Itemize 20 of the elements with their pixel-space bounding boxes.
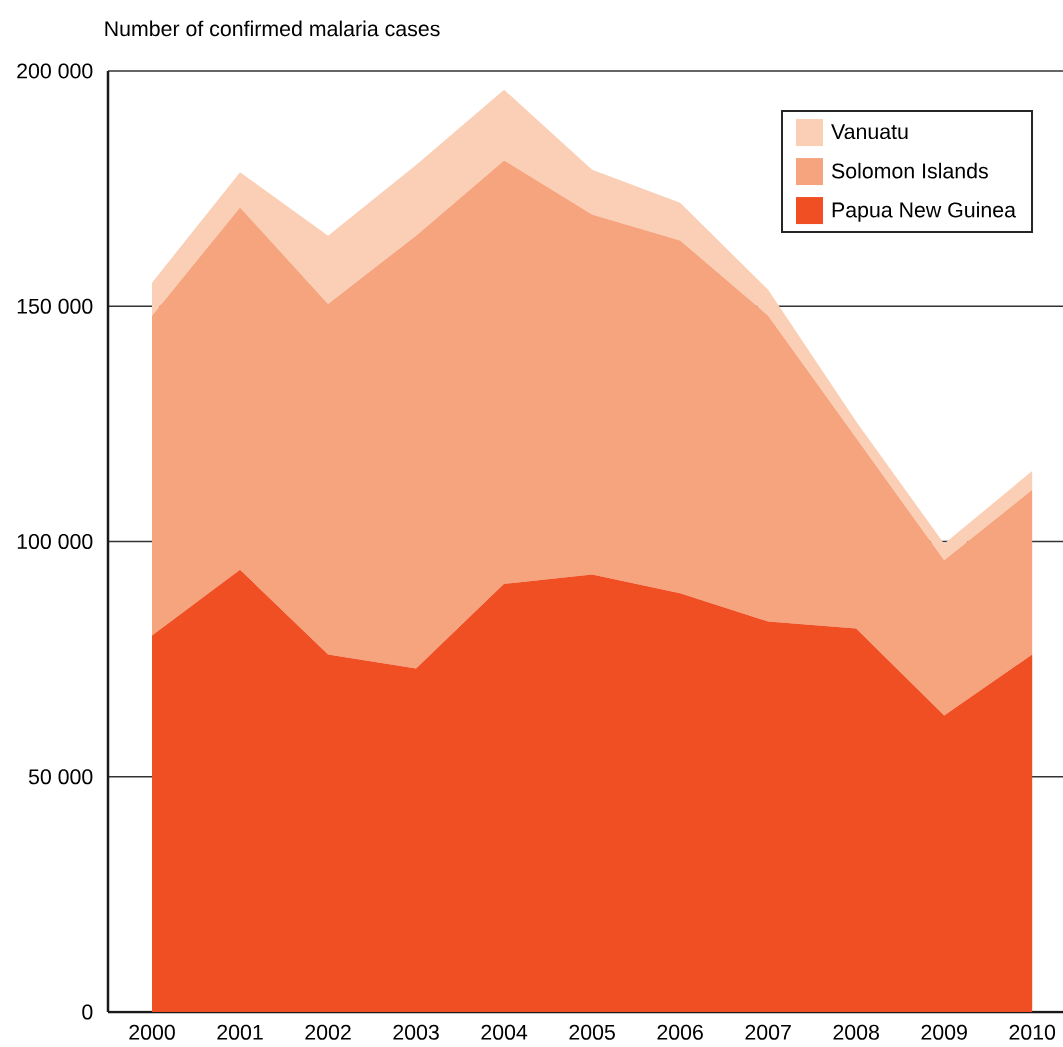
y-tick-label: 200 000 bbox=[17, 63, 93, 79]
legend-label: Solomon Islands bbox=[831, 162, 988, 179]
x-tick-label: 2008 bbox=[833, 1024, 879, 1040]
x-tick-label: 2003 bbox=[393, 1024, 439, 1040]
x-tick-label: 2000 bbox=[129, 1024, 175, 1040]
legend-label: Papua New Guinea bbox=[832, 201, 1016, 222]
x-tick-label: 2007 bbox=[745, 1024, 791, 1040]
y-tick-label: 0 bbox=[82, 1004, 93, 1020]
y-tick-label: 100 000 bbox=[17, 533, 93, 550]
legend-label: Vanuatu bbox=[831, 124, 908, 140]
x-tick-label: 2004 bbox=[481, 1024, 528, 1040]
y-tick-label: 50 000 bbox=[28, 769, 93, 785]
x-tick-label: 2002 bbox=[305, 1024, 351, 1040]
x-tick-label: 2009 bbox=[921, 1024, 967, 1040]
y-tick-label: 150 000 bbox=[17, 298, 93, 314]
y-axis-title: Number of confirmed malaria cases bbox=[105, 20, 440, 37]
x-tick-label: 2001 bbox=[217, 1024, 263, 1040]
x-tick-label: 2005 bbox=[569, 1024, 615, 1040]
x-tick-label: 2006 bbox=[657, 1024, 703, 1040]
x-tick-label: 2010 bbox=[1009, 1024, 1056, 1040]
